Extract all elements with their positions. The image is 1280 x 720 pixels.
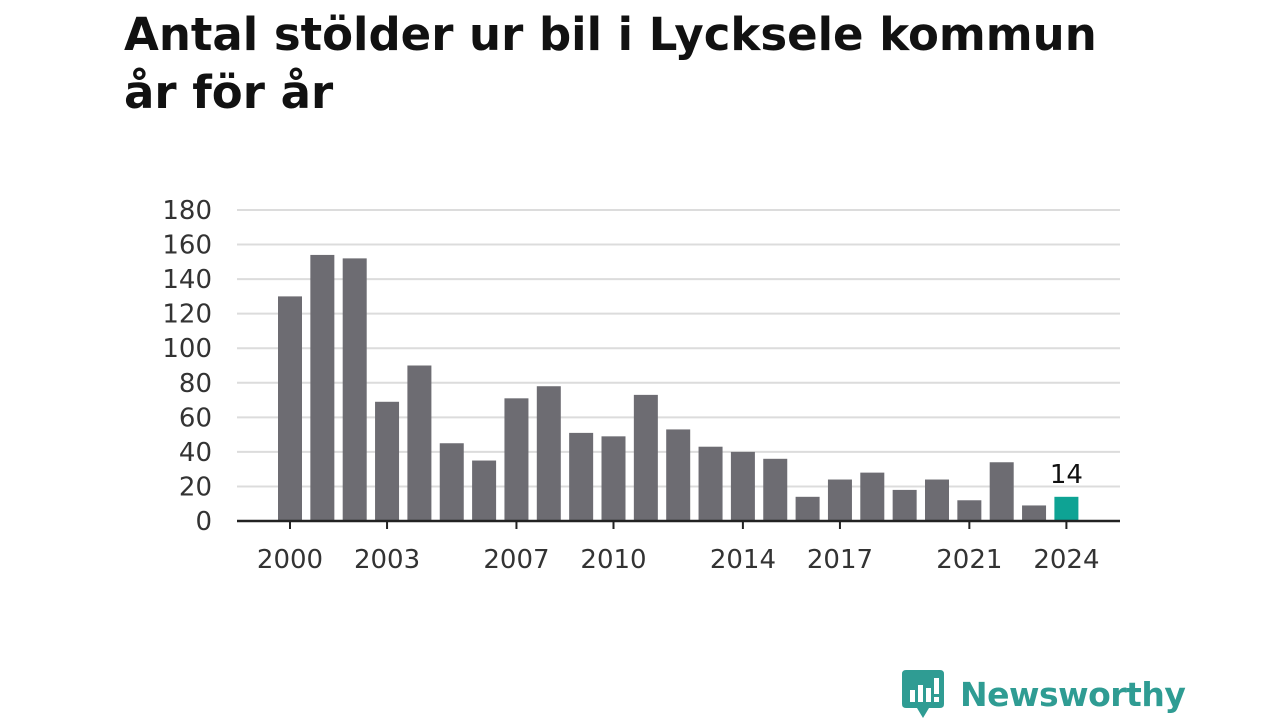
bar (278, 296, 302, 521)
bar (892, 489, 917, 521)
chart-title-line-2: år för år (124, 66, 334, 119)
chart-title: Antal stölder ur bil i Lycksele kommun å… (124, 6, 1184, 122)
newsworthy-logo: Newsworthy (902, 670, 1186, 718)
bar (504, 398, 529, 521)
x-tick-label: 2017 (807, 545, 873, 575)
data-label: 14 (1050, 460, 1083, 490)
bar (601, 436, 626, 521)
bar (342, 258, 367, 521)
bar-chart: 0 20 40 60 80 100 120 140 160 180 14 2000 2003 2007 20… (162, 196, 1120, 575)
newsworthy-logo-icon (902, 670, 944, 718)
x-tick-label: 2010 (580, 545, 646, 575)
bar (860, 472, 885, 521)
bar (698, 446, 723, 521)
bar (730, 451, 755, 521)
bar (536, 386, 561, 521)
bar (633, 394, 658, 521)
bar (569, 432, 594, 521)
x-tick-label: 2024 (1033, 545, 1099, 575)
y-tick-label: 160 (162, 231, 212, 261)
y-tick-label: 20 (179, 472, 212, 502)
bar (763, 458, 788, 521)
bar (989, 462, 1014, 521)
bar (795, 496, 820, 521)
bar (310, 254, 335, 521)
y-tick-label: 120 (162, 300, 212, 330)
x-tick-label: 2021 (936, 545, 1002, 575)
bar (827, 479, 852, 521)
y-tick-label: 100 (162, 334, 212, 364)
x-tick-label: 2003 (354, 545, 420, 575)
x-tick-label: 2000 (257, 545, 323, 575)
y-tick-label: 0 (195, 507, 212, 537)
highlighted-bar (1054, 496, 1079, 521)
bar (407, 365, 432, 521)
chart-title-line-1: Antal stölder ur bil i Lycksele kommun (124, 8, 1097, 61)
y-tick-label: 40 (179, 438, 212, 468)
x-tick-label: 2014 (710, 545, 776, 575)
y-tick-label: 180 (162, 196, 212, 226)
brand-name: Newsworthy (960, 674, 1186, 714)
bar (375, 401, 400, 521)
x-tick-label: 2007 (483, 545, 549, 575)
bar (666, 429, 691, 521)
bar (1022, 505, 1047, 521)
bar (957, 500, 982, 521)
bar (925, 479, 949, 521)
bar (439, 443, 464, 521)
bar (472, 460, 497, 521)
y-tick-label: 80 (179, 369, 212, 399)
y-tick-label: 60 (179, 403, 212, 433)
y-tick-label: 140 (162, 265, 212, 295)
